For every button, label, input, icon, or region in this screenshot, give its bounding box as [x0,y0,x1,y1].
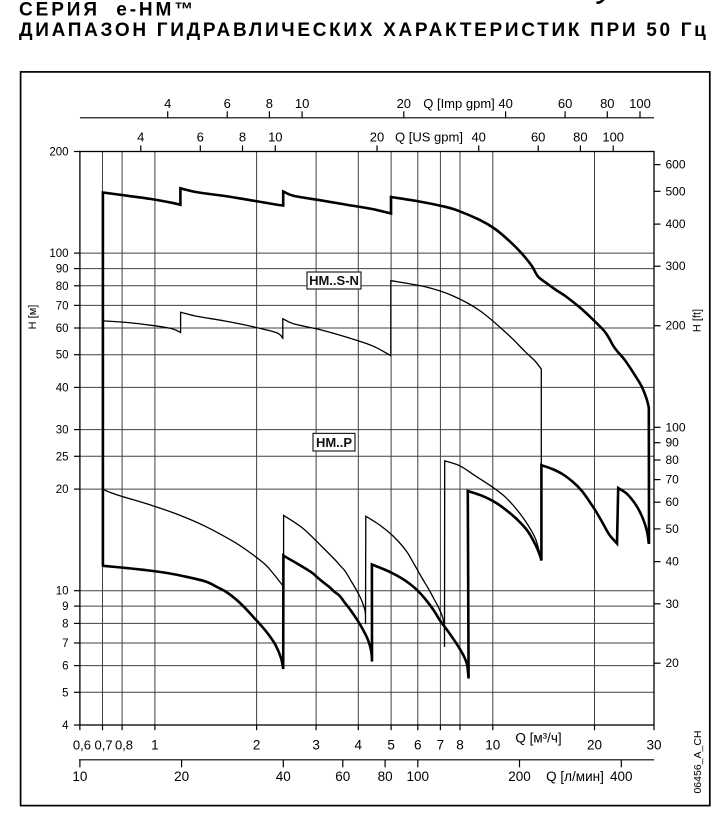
svg-text:20: 20 [666,656,680,670]
svg-text:90: 90 [56,264,69,276]
svg-text:1: 1 [151,738,159,753]
svg-text:200: 200 [508,769,531,784]
svg-text:8: 8 [62,618,68,630]
svg-text:2: 2 [253,738,261,753]
svg-text:0,7: 0,7 [95,738,113,753]
svg-text:4: 4 [355,738,363,753]
svg-text:H [ft]: H [ft] [692,309,704,332]
svg-text:30: 30 [56,425,69,437]
svg-text:200: 200 [666,319,686,333]
svg-text:40: 40 [56,382,69,394]
svg-text:80: 80 [573,130,587,145]
svg-text:20: 20 [370,130,384,145]
svg-text:300: 300 [666,259,686,273]
svg-text:8: 8 [456,738,464,753]
svg-text:8: 8 [266,96,273,111]
svg-text:60: 60 [558,96,572,111]
svg-text:60: 60 [531,130,545,145]
svg-text:ДИАПАЗОН ГИДРАВЛИЧЕСКИХ ХАРАКТ: ДИАПАЗОН ГИДРАВЛИЧЕСКИХ ХАРАКТЕРИСТИК ПР… [19,20,709,41]
svg-text:8: 8 [239,130,246,145]
svg-text:СЕРИЯ e-HM™: СЕРИЯ e-HM™ [19,0,196,20]
svg-text:70: 70 [666,473,680,487]
svg-text:H [м]: H [м] [27,305,39,330]
svg-text:100: 100 [49,248,68,260]
svg-text:60: 60 [335,769,350,784]
svg-text:50: 50 [56,350,69,362]
svg-text:5: 5 [387,738,395,753]
svg-text:0,8: 0,8 [115,738,133,753]
svg-text:4: 4 [62,720,69,732]
svg-text:3: 3 [312,738,320,753]
svg-text:100: 100 [407,769,430,784]
svg-text:6: 6 [62,661,68,673]
svg-text:Q [US gpm]: Q [US gpm] [395,130,463,145]
svg-text:Q [м³/ч]: Q [м³/ч] [515,731,561,746]
svg-text:30: 30 [646,738,661,753]
svg-text:4: 4 [164,96,171,111]
svg-text:60: 60 [666,495,680,509]
svg-text:25: 25 [56,451,69,463]
svg-text:10: 10 [268,130,282,145]
svg-text:HM..S-N: HM..S-N [309,273,359,288]
svg-text:10: 10 [56,586,69,598]
svg-text:20: 20 [174,769,189,784]
svg-text:80: 80 [378,769,393,784]
svg-text:40: 40 [498,96,512,111]
svg-text:10: 10 [485,738,500,753]
svg-text:5: 5 [62,687,68,699]
svg-text:6: 6 [224,96,231,111]
svg-text:70: 70 [56,300,69,312]
svg-text:80: 80 [600,96,614,111]
svg-text:HM..P: HM..P [316,435,352,450]
svg-text:7: 7 [437,738,445,753]
svg-text:0,6: 0,6 [73,738,91,753]
svg-text:9: 9 [62,601,68,613]
svg-text:20: 20 [587,738,602,753]
svg-text:Q [Imp gpm]: Q [Imp gpm] [423,96,495,111]
svg-text:90: 90 [666,436,680,450]
svg-text:50: 50 [666,522,680,536]
svg-text:100: 100 [666,420,686,434]
svg-text:20: 20 [397,96,411,111]
svg-text:200: 200 [49,147,68,159]
svg-text:40: 40 [276,769,291,784]
svg-text:30: 30 [666,597,680,611]
svg-text:500: 500 [666,184,686,198]
svg-text:10: 10 [295,96,309,111]
svg-text:400: 400 [610,769,633,784]
svg-text:6: 6 [197,130,204,145]
svg-text:80: 80 [666,453,680,467]
svg-text:40: 40 [471,130,485,145]
svg-text:60: 60 [56,323,69,335]
svg-text:06456_A_CH: 06456_A_CH [692,730,704,793]
svg-text:10: 10 [72,769,87,784]
svg-text:6: 6 [414,738,422,753]
svg-text:80: 80 [56,281,69,293]
svg-text:100: 100 [629,96,651,111]
svg-text:100: 100 [602,130,624,145]
svg-text:400: 400 [666,217,686,231]
svg-text:40: 40 [666,555,680,569]
svg-text:Q [л/мин]: Q [л/мин] [546,769,604,784]
svg-text:4: 4 [137,130,144,145]
svg-text:7: 7 [62,638,68,650]
svg-text:20: 20 [56,484,69,496]
svg-text:600: 600 [666,158,686,172]
